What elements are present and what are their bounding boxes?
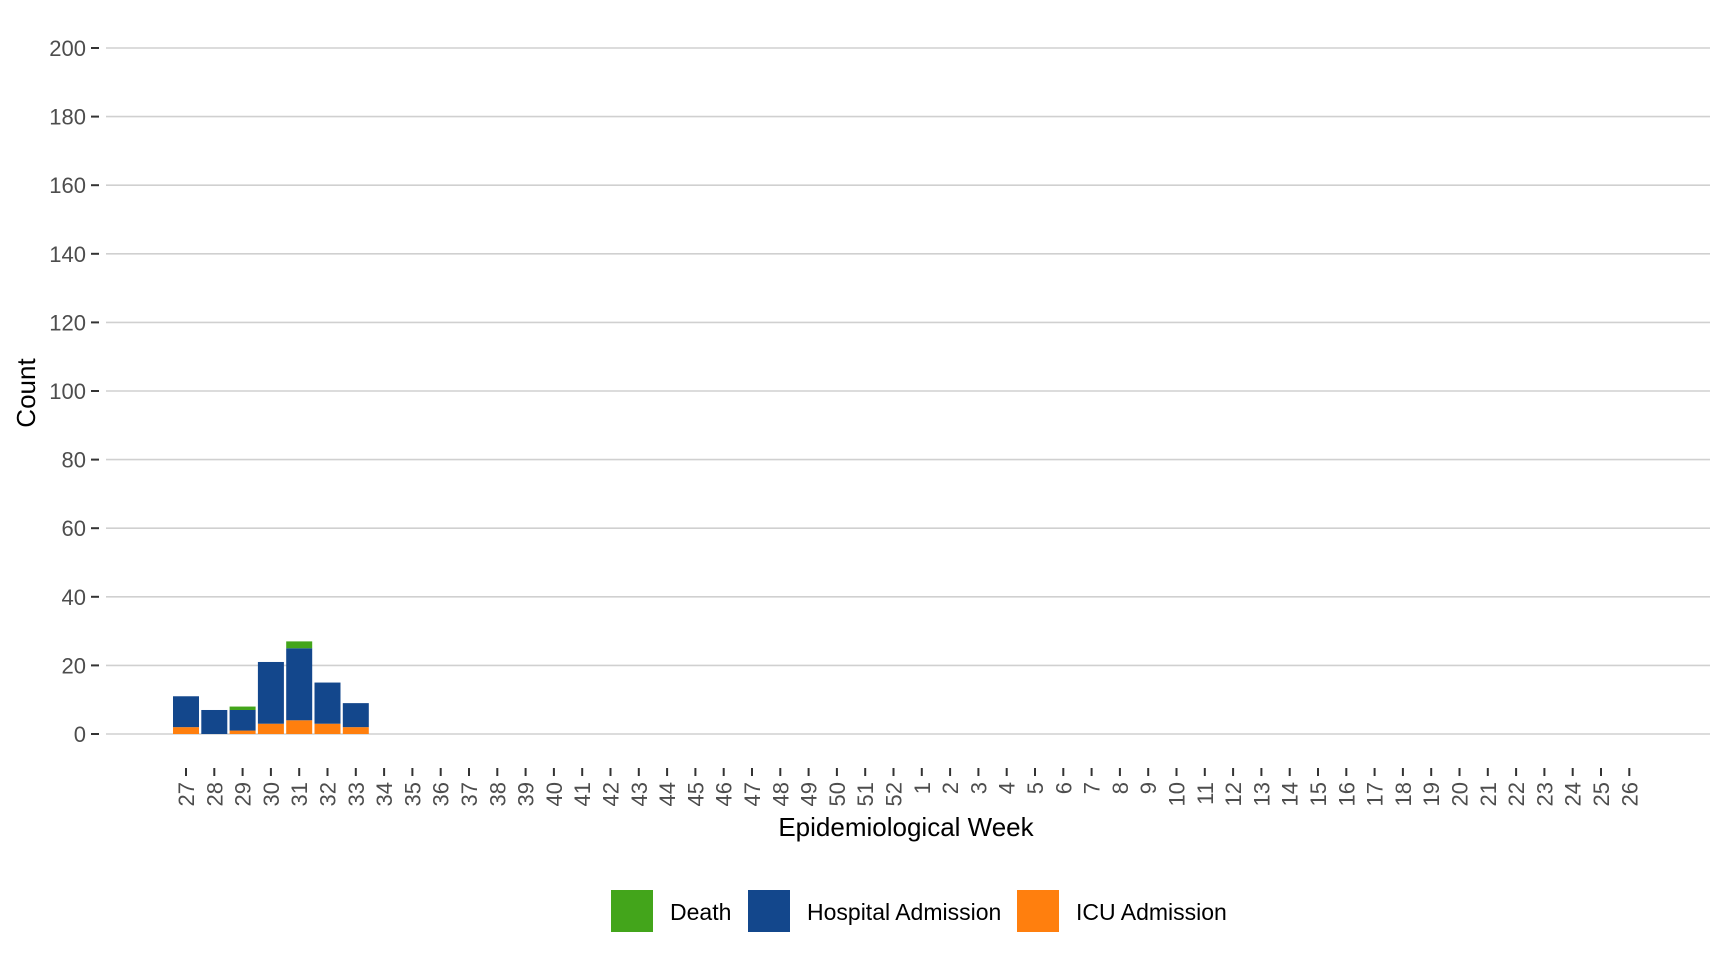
- x-tick-label: 48: [768, 782, 793, 806]
- y-tick-label: 0: [74, 722, 86, 747]
- x-tick-label: 26: [1617, 782, 1642, 806]
- x-tick-label: 43: [627, 782, 652, 806]
- y-axis: 0 20 40 60 80 100 120 140 160 180 200: [49, 36, 99, 747]
- x-tick-label: 18: [1391, 782, 1416, 806]
- x-tick-label: 19: [1419, 782, 1444, 806]
- x-tick-label: 40: [542, 782, 567, 806]
- x-tick-label: 12: [1221, 782, 1246, 806]
- bar-hospital-admission: [257, 661, 284, 724]
- x-tick-label: 46: [712, 782, 737, 806]
- x-tick-label: 33: [344, 782, 369, 806]
- x-tick-label: 37: [457, 782, 482, 806]
- bar-hospital-admission: [342, 703, 369, 728]
- y-tick-label: 160: [49, 173, 86, 198]
- bar-death: [229, 706, 256, 710]
- x-tick-label: 10: [1165, 782, 1190, 806]
- x-tick-label: 6: [1051, 782, 1076, 794]
- x-tick-label: 23: [1532, 782, 1557, 806]
- x-tick-label: 22: [1504, 782, 1529, 806]
- y-tick-label: 140: [49, 242, 86, 267]
- y-tick-label: 100: [49, 379, 86, 404]
- x-tick-label: 17: [1363, 782, 1388, 806]
- x-axis-title: Epidemiological Week: [778, 812, 1034, 842]
- y-tick-label: 60: [62, 516, 86, 541]
- bar-hospital-admission: [314, 682, 341, 724]
- y-tick-label: 180: [49, 105, 86, 130]
- x-tick-label: 50: [825, 782, 850, 806]
- bar-icu-admission: [229, 730, 256, 734]
- x-tick-label: 8: [1108, 782, 1133, 794]
- x-tick-label: 38: [485, 782, 510, 806]
- bar-hospital-admission: [286, 648, 313, 721]
- x-tick-label: 44: [655, 782, 680, 806]
- x-tick-label: 28: [202, 782, 227, 806]
- y-tick-label: 120: [49, 310, 86, 335]
- x-tick-label: 11: [1193, 782, 1218, 805]
- x-tick-label: 52: [882, 782, 907, 806]
- legend-key-hospital-admission: [748, 890, 790, 932]
- grid-layer: [106, 47, 1710, 735]
- x-tick-label: 39: [514, 782, 539, 806]
- legend-key-icu-admission: [1017, 890, 1059, 932]
- x-tick-label: 30: [259, 782, 284, 806]
- y-tick-label: 20: [62, 653, 86, 678]
- x-tick-label: 25: [1589, 782, 1614, 806]
- x-tick-label: 16: [1334, 782, 1359, 806]
- legend-label-death: Death: [670, 899, 731, 925]
- x-tick-label: 47: [740, 782, 765, 806]
- x-tick-label: 15: [1306, 782, 1331, 806]
- bar-icu-admission: [173, 727, 199, 734]
- x-tick-label: 27: [174, 782, 199, 806]
- x-tick-label: 3: [966, 782, 991, 794]
- x-tick-label: 36: [429, 782, 454, 806]
- bar-hospital-admission: [201, 709, 228, 734]
- bar-icu-admission: [314, 723, 341, 734]
- x-tick-label: 45: [683, 782, 708, 806]
- x-tick-label: 51: [853, 782, 878, 806]
- x-tick-label: 32: [316, 782, 341, 806]
- x-tick-label: 9: [1136, 782, 1161, 794]
- legend: Death Hospital Admission ICU Admission: [611, 890, 1227, 932]
- x-tick-label: 29: [231, 782, 256, 806]
- legend-key-death: [611, 890, 653, 932]
- x-tick-label: 1: [910, 782, 935, 794]
- legend-label-hospital-admission: Hospital Admission: [807, 899, 1001, 925]
- x-tick-label: 24: [1561, 782, 1586, 806]
- x-tick-label: 5: [1023, 782, 1048, 794]
- legend-label-icu-admission: ICU Admission: [1076, 899, 1227, 925]
- x-tick-label: 2: [938, 782, 963, 794]
- x-tick-label: 34: [372, 782, 397, 806]
- x-tick-label: 21: [1476, 782, 1501, 806]
- bar-hospital-admission: [173, 696, 199, 728]
- y-tick-label: 80: [62, 448, 86, 473]
- bars-layer: [173, 641, 369, 734]
- x-tick-label: 41: [570, 782, 595, 806]
- bar-icu-admission: [342, 727, 369, 734]
- bar-icu-admission: [286, 720, 313, 734]
- bar-hospital-admission: [229, 709, 256, 731]
- x-tick-label: 7: [1080, 782, 1105, 794]
- bar-death: [286, 641, 313, 649]
- y-tick-label: 40: [62, 585, 86, 610]
- x-tick-label: 13: [1249, 782, 1274, 806]
- bar-icu-admission: [257, 723, 284, 734]
- x-tick-label: 35: [400, 782, 425, 806]
- x-tick-label: 49: [797, 782, 822, 806]
- x-tick-label: 14: [1278, 782, 1303, 806]
- x-tick-label: 4: [995, 782, 1020, 794]
- x-tick-label: 42: [599, 782, 624, 806]
- x-tick-label: 31: [287, 782, 312, 806]
- x-axis: 27 28 29 30 31 32 33 34 35 36 37 38 39 40 41 42 43 44 45 46…: [174, 768, 1642, 806]
- y-tick-label: 200: [49, 36, 86, 61]
- x-tick-label: 20: [1448, 782, 1473, 806]
- y-axis-title: Count: [11, 358, 41, 428]
